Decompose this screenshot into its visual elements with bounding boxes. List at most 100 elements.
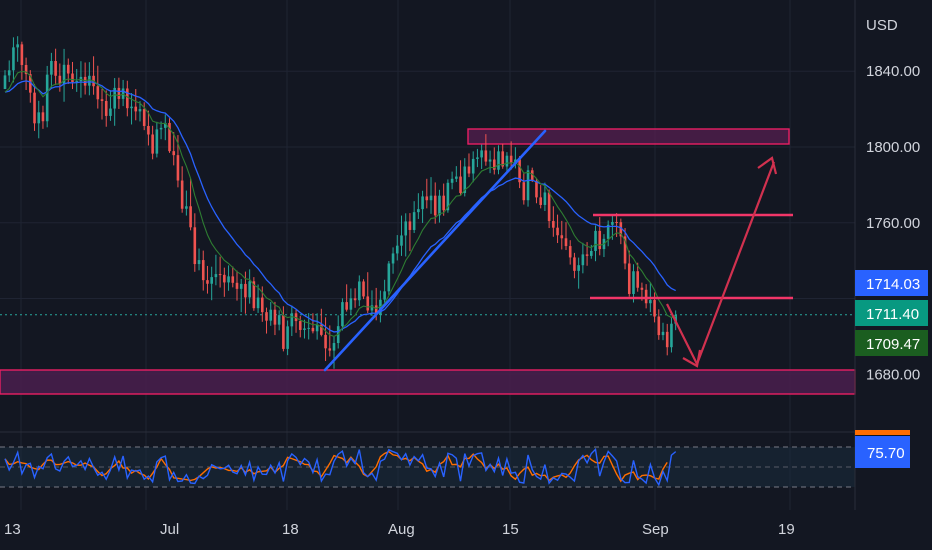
candle-body [75,81,79,83]
candle-body [374,305,378,315]
candle-body [594,230,597,251]
stoch-k-line [4,447,677,487]
candle-body [62,64,66,85]
candle-body [564,238,568,247]
candle-body [412,212,416,230]
candle-body [362,281,365,297]
candle-body [433,195,437,216]
candle-body [665,331,669,348]
candle-body [50,61,53,75]
candle-body [185,206,188,209]
candle-body [223,274,226,283]
candle-body [509,155,513,163]
candle-body [459,176,462,194]
candle-body [670,323,673,348]
candle-body [210,277,213,284]
price-tick-label: 1760.00 [866,215,920,232]
candle-body [400,235,403,246]
projection-arrowhead-down [682,349,702,368]
candle-body [286,326,289,349]
candle-body [446,182,450,211]
candle-body [16,44,19,48]
time-axis[interactable]: 13 Jul 18 Aug 15 Sep 19 [4,521,795,538]
candle-body [590,250,593,256]
candle-body [172,151,176,156]
candle-body [408,221,412,230]
candle-body [142,109,146,126]
oscillator-value-tag [855,436,910,468]
price-tag-box [855,270,928,296]
trend-drawings [323,129,793,372]
price-tag-label: 1711.40 [866,306,919,323]
candle-body [442,195,445,211]
candle-body [627,263,631,294]
candle-body [311,327,315,332]
candle-body [463,166,467,194]
candle-body [104,100,108,116]
candle-body [176,155,180,181]
oscillator-value-label: 75.70 [867,445,905,462]
candle-body [497,151,500,170]
candle-body [488,159,492,162]
price-axis[interactable]: USD 1840.00 1800.00 1760.00 1680.00 1714.03… [855,17,928,468]
candle-body [619,222,623,237]
candle-body [518,159,521,183]
candle-body [358,281,361,301]
candle-body [657,316,661,336]
candle-body [252,281,256,309]
candle-body [88,75,91,86]
support-zone [0,369,856,395]
candle-body [244,283,247,298]
candle-body [163,122,167,128]
candle-body [33,92,36,124]
candle-body [100,99,104,101]
candle-body [636,271,639,288]
oscillator-tag-marker [855,430,910,435]
projection-arrowhead-up [757,156,778,175]
time-tick-label: 19 [778,521,795,538]
candle-body [530,170,534,181]
candle-body [526,170,530,201]
candle-body [379,299,382,315]
candle-body [552,221,555,228]
candle-body [54,61,57,76]
candle-body [501,151,505,167]
candle-body [514,159,517,163]
candle-body [3,75,7,90]
time-tick-label: 13 [4,521,21,538]
candle-body [227,276,230,283]
candle-body [298,321,302,330]
candle-body [24,64,28,75]
moving-average-fast-line [4,70,676,337]
candle-body [109,108,112,116]
candle-body [535,180,538,198]
stoch-d-line [4,450,668,483]
candle-body [568,246,572,258]
candle-body [455,176,458,179]
candle-body [484,150,488,162]
candle-body [611,222,614,225]
candle-body [168,122,171,152]
candle-body [206,280,209,284]
candle-body [345,302,348,310]
candle-body [126,88,129,109]
candle-body [138,109,142,112]
uptrend-line [323,129,547,372]
candle-body [66,64,70,74]
candle-body [189,206,192,228]
candle-body [556,227,559,236]
candle-body [341,302,344,327]
currency-label: USD [866,17,898,34]
candle-body [370,305,374,311]
time-tick-label: 15 [502,521,519,538]
candle-body [623,236,627,264]
candle-body [12,47,15,71]
candle-body [155,129,159,154]
time-tick-label: 18 [282,521,299,538]
time-tick-label: Aug [388,521,415,538]
candle-body [239,283,243,289]
candle-body [395,245,399,254]
candle-body [307,327,310,329]
candle-body [277,315,281,325]
